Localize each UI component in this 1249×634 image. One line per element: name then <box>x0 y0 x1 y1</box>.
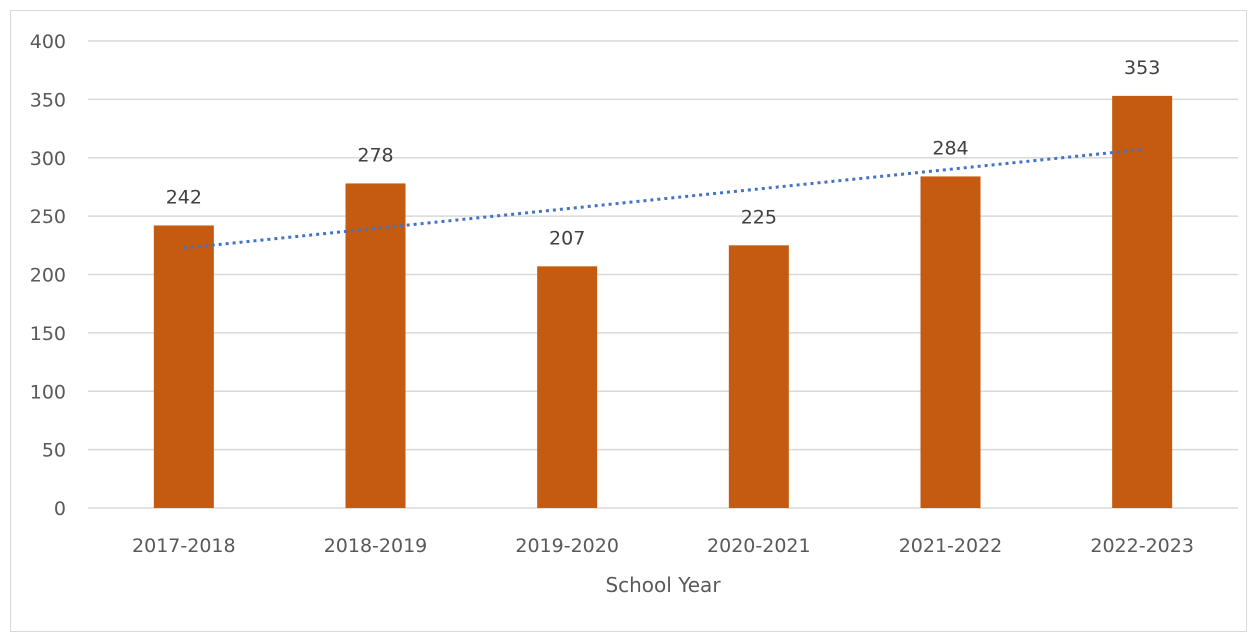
data-label-2021-2022: 284 <box>932 137 968 159</box>
bar-2022-2023 <box>1112 95 1173 508</box>
y-tick-label-300: 300 <box>30 148 66 170</box>
y-tick-label-250: 250 <box>30 206 66 228</box>
x-axis-tick-labels: 2017-2018 2018-2019 2019-2020 2020-2021 2021… <box>132 535 1194 557</box>
x-tick-label-2018-2019: 2018-2019 <box>324 535 428 557</box>
x-tick-label-2022-2023: 2022-2023 <box>1090 535 1194 557</box>
data-label-2019-2020: 207 <box>549 227 585 249</box>
bar-2017-2018 <box>153 225 214 508</box>
y-tick-label-50: 50 <box>42 440 66 462</box>
gridlines <box>88 40 1238 509</box>
bar-2020-2021 <box>728 245 789 508</box>
y-tick-label-200: 200 <box>30 265 66 287</box>
data-labels: 242 278 207 225 284 353 <box>166 57 1161 249</box>
y-tick-label-100: 100 <box>30 381 66 403</box>
data-label-2022-2023: 353 <box>1124 57 1160 79</box>
bars <box>153 95 1173 508</box>
bar-2018-2019 <box>345 183 406 508</box>
x-tick-label-2019-2020: 2019-2020 <box>515 535 619 557</box>
trendline-layer <box>183 148 1143 250</box>
data-label-2018-2019: 278 <box>357 144 393 166</box>
y-axis-tick-labels: 0 50 100 150 200 250 300 350 400 <box>30 31 66 520</box>
data-label-2020-2021: 225 <box>741 206 777 228</box>
bar-2019-2020 <box>537 266 598 508</box>
y-tick-label-0: 0 <box>54 498 66 520</box>
data-label-2017-2018: 242 <box>166 186 202 208</box>
x-axis-title: School Year <box>605 573 721 597</box>
trendline <box>183 148 1143 250</box>
x-tick-label-2021-2022: 2021-2022 <box>899 535 1003 557</box>
x-tick-label-2017-2018: 2017-2018 <box>132 535 236 557</box>
x-tick-label-2020-2021: 2020-2021 <box>707 535 811 557</box>
bar-2021-2022 <box>920 176 981 508</box>
y-tick-label-400: 400 <box>30 31 66 53</box>
y-tick-label-150: 150 <box>30 323 66 345</box>
y-tick-label-350: 350 <box>30 89 66 111</box>
chart-frame <box>10 10 1247 632</box>
